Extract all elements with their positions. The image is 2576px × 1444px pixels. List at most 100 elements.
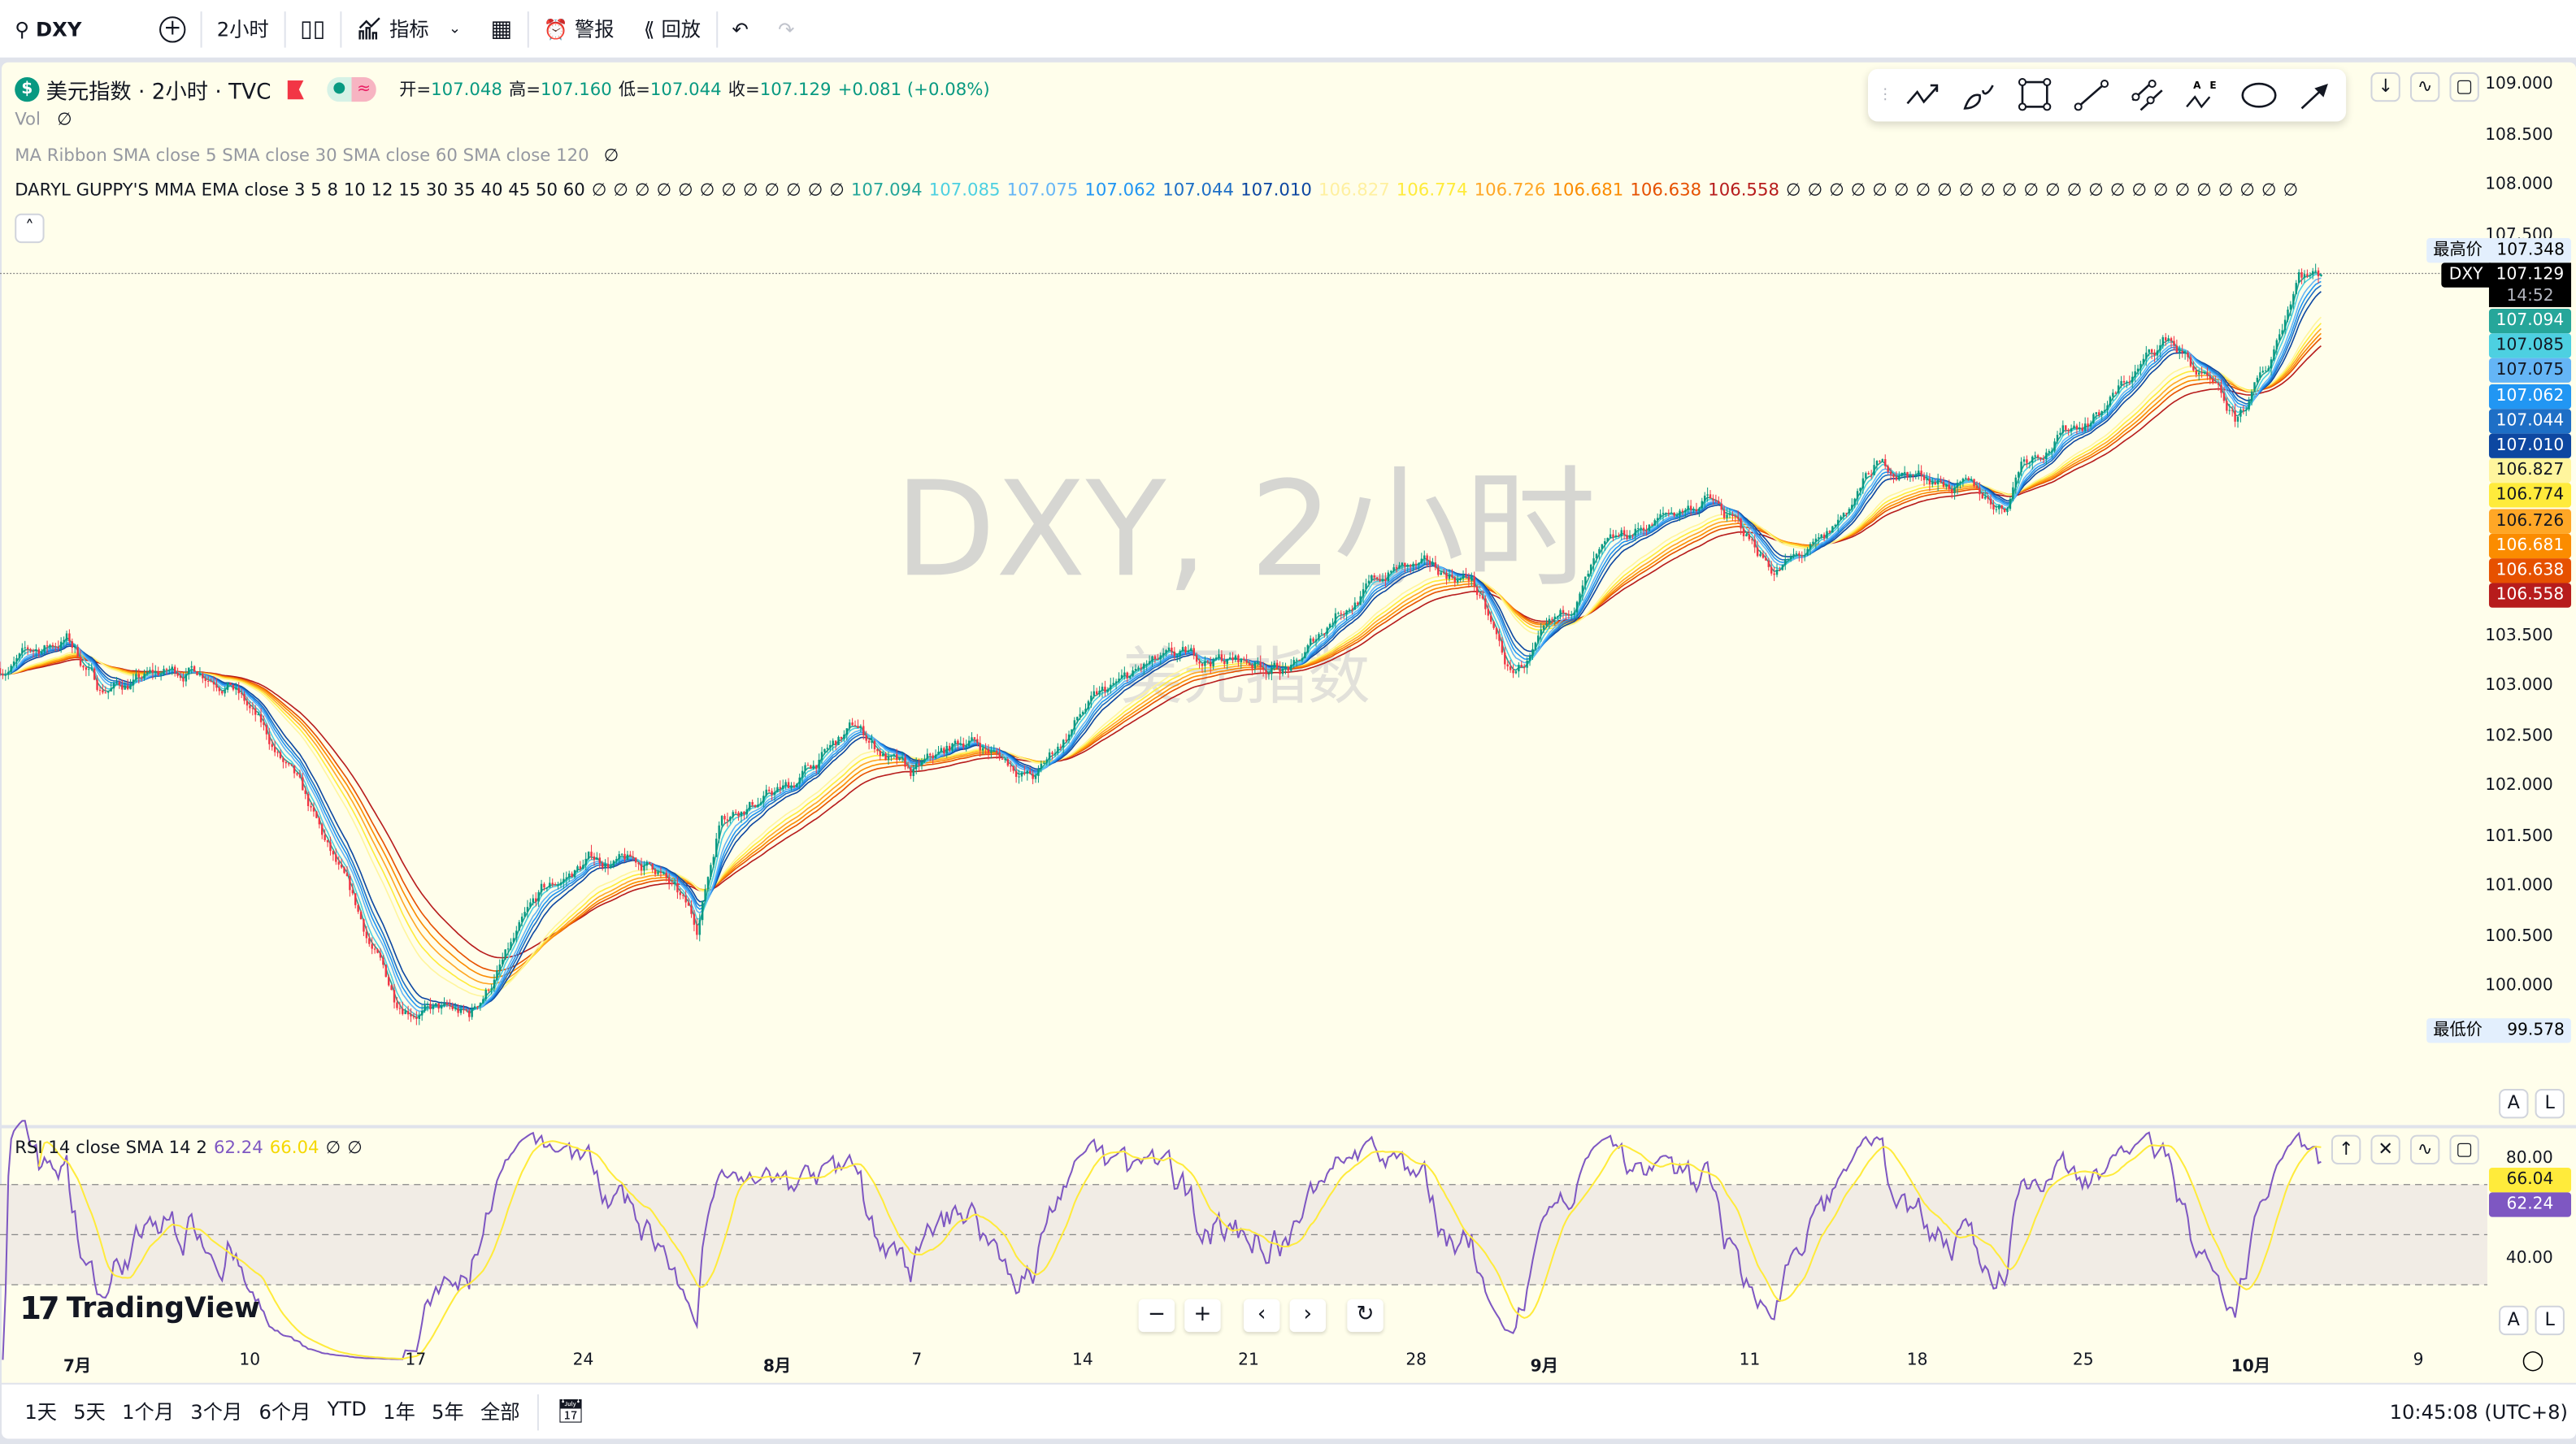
parallel-channel-tool-icon[interactable] bbox=[2127, 77, 2167, 113]
candle bbox=[771, 787, 773, 801]
candle bbox=[1898, 471, 1901, 482]
move-pane-up-button[interactable]: ↑ bbox=[2331, 1134, 2361, 1164]
ohlc-key: 开= bbox=[399, 80, 432, 101]
chart-area[interactable] bbox=[2, 62, 2576, 1383]
candle bbox=[826, 744, 829, 753]
collapse-pane-button[interactable]: ∿ bbox=[2409, 1134, 2440, 1164]
candle bbox=[365, 926, 368, 943]
symbol-search[interactable]: ⚲ DXY bbox=[0, 0, 145, 58]
auto-scale-button[interactable]: A bbox=[2499, 1305, 2529, 1336]
range-button[interactable]: 全部 bbox=[480, 1400, 520, 1424]
range-button[interactable]: 1天 bbox=[24, 1400, 58, 1424]
remove-pane-button[interactable]: ✕ bbox=[2370, 1134, 2400, 1164]
null-value: ∅ bbox=[1937, 180, 1953, 201]
range-button[interactable]: 1个月 bbox=[122, 1400, 175, 1424]
candle bbox=[1475, 585, 1479, 601]
reset-chart-button[interactable]: ↻ bbox=[1347, 1299, 1384, 1333]
range-button[interactable]: 1年 bbox=[383, 1400, 415, 1424]
candle bbox=[1087, 700, 1090, 711]
candle bbox=[1353, 596, 1357, 610]
scroll-left-button[interactable]: ‹ bbox=[1243, 1299, 1280, 1333]
goto-date-icon[interactable]: 📅︎ bbox=[555, 1398, 585, 1425]
candle bbox=[1770, 561, 1773, 576]
log-scale-button[interactable]: L bbox=[2535, 1088, 2565, 1119]
candle bbox=[926, 748, 929, 761]
candle bbox=[1981, 492, 1983, 499]
candle bbox=[21, 643, 24, 658]
candle bbox=[1961, 477, 1965, 487]
undo-button[interactable]: ↶ bbox=[717, 0, 763, 58]
candle bbox=[1106, 687, 1110, 696]
range-button[interactable]: 6个月 bbox=[258, 1400, 311, 1424]
auto-scale-button[interactable]: A bbox=[2499, 1088, 2529, 1119]
arrow-tool-icon[interactable] bbox=[2295, 77, 2335, 113]
alert-button[interactable]: ⏰ 警报 bbox=[529, 0, 629, 58]
candle bbox=[1753, 534, 1756, 553]
time-tick: 7月 bbox=[63, 1358, 92, 1377]
maximize-pane-button[interactable]: ▢ bbox=[2449, 72, 2479, 102]
range-button[interactable]: 3个月 bbox=[190, 1400, 243, 1424]
candle bbox=[482, 995, 484, 1004]
range-button[interactable]: YTD bbox=[327, 1397, 367, 1421]
move-pane-down-button[interactable]: ↓ bbox=[2370, 72, 2400, 102]
zoom-out-button[interactable]: − bbox=[1138, 1299, 1175, 1333]
candle bbox=[420, 1004, 424, 1021]
maximize-pane-button[interactable]: ▢ bbox=[2449, 1134, 2479, 1164]
candle bbox=[0, 661, 2, 677]
candle bbox=[1181, 640, 1184, 653]
collapse-pane-button[interactable]: ∿ bbox=[2409, 72, 2440, 102]
eye-hidden-icon[interactable]: ∅ bbox=[57, 110, 72, 130]
market-status[interactable]: ● ≈ bbox=[327, 76, 376, 102]
symbol-title[interactable]: 美元指数 · 2小时 · TVC bbox=[46, 80, 272, 106]
candle bbox=[296, 772, 298, 777]
trend-line-tool-icon[interactable] bbox=[2072, 77, 2112, 113]
log-scale-button[interactable]: L bbox=[2535, 1305, 2565, 1336]
symbol-legend: $ 美元指数 · 2小时 · TVC ● ≈ 开=107.048 高=107.160… bbox=[15, 74, 990, 106]
guppy-legend[interactable]: DARYL GUPPY'S MMA EMA close 3 5 8 10 12 … bbox=[15, 180, 2298, 200]
collapse-legend-button[interactable]: ˄ bbox=[15, 213, 45, 244]
candle bbox=[4, 670, 7, 681]
chart-type-button[interactable]: ▯▯ bbox=[285, 0, 341, 58]
guppy-value: 107.085 bbox=[928, 180, 1001, 201]
candle bbox=[1040, 760, 1043, 773]
candle bbox=[812, 760, 815, 770]
layouts-button[interactable]: ▦ bbox=[476, 0, 527, 58]
replay-button[interactable]: ⟪ 回放 bbox=[629, 0, 716, 58]
ma-ribbon-legend[interactable]: MA Ribbon SMA close 5 SMA close 30 SMA c… bbox=[15, 146, 619, 166]
ellipse-tool-icon[interactable] bbox=[2239, 77, 2279, 113]
range-button[interactable]: 5年 bbox=[432, 1400, 464, 1424]
rsi-legend[interactable]: RSI 14 close SMA 14 2 62.24 66.04 ∅ ∅ bbox=[15, 1138, 363, 1158]
chevron-down-icon[interactable]: ⌄ bbox=[448, 20, 462, 37]
vol-legend[interactable]: Vol ∅ bbox=[15, 110, 72, 129]
candle bbox=[1243, 656, 1245, 664]
trend-arrow-tool-icon[interactable] bbox=[1904, 77, 1944, 113]
settings-icon[interactable]: ◯ bbox=[2522, 1348, 2544, 1372]
range-button[interactable]: 5天 bbox=[73, 1400, 106, 1424]
candle bbox=[71, 638, 74, 653]
candle bbox=[896, 748, 898, 765]
price-tick: 109.000 bbox=[2485, 75, 2553, 94]
flag-icon[interactable] bbox=[287, 80, 304, 100]
drag-handle-icon[interactable]: ⋮ bbox=[1878, 86, 1893, 103]
candle bbox=[904, 753, 906, 770]
candle bbox=[582, 859, 584, 869]
eye-hidden-icon[interactable]: ∅ bbox=[603, 145, 619, 167]
indicators-button[interactable]: 指标 ⌄ bbox=[342, 0, 476, 58]
interval-button[interactable]: 2小时 bbox=[202, 0, 284, 58]
candle bbox=[1484, 595, 1487, 615]
scroll-right-button[interactable]: › bbox=[1289, 1299, 1327, 1333]
clock[interactable]: 10:45:08 (UTC+8) bbox=[2389, 1399, 2568, 1424]
redo-button[interactable]: ↷ bbox=[763, 0, 810, 58]
compare-button[interactable]: + bbox=[145, 0, 201, 58]
candle bbox=[1948, 479, 1951, 492]
candle bbox=[245, 696, 249, 711]
guppy-value: 107.062 bbox=[1084, 180, 1157, 201]
tradingview-logo[interactable]: 17 TradingView bbox=[20, 1291, 260, 1327]
brush-tool-icon[interactable] bbox=[1960, 77, 2000, 113]
candle bbox=[1704, 492, 1706, 508]
zoom-in-button[interactable]: + bbox=[1184, 1299, 1221, 1333]
rectangle-tool-icon[interactable] bbox=[2016, 77, 2056, 113]
candle bbox=[368, 933, 371, 947]
